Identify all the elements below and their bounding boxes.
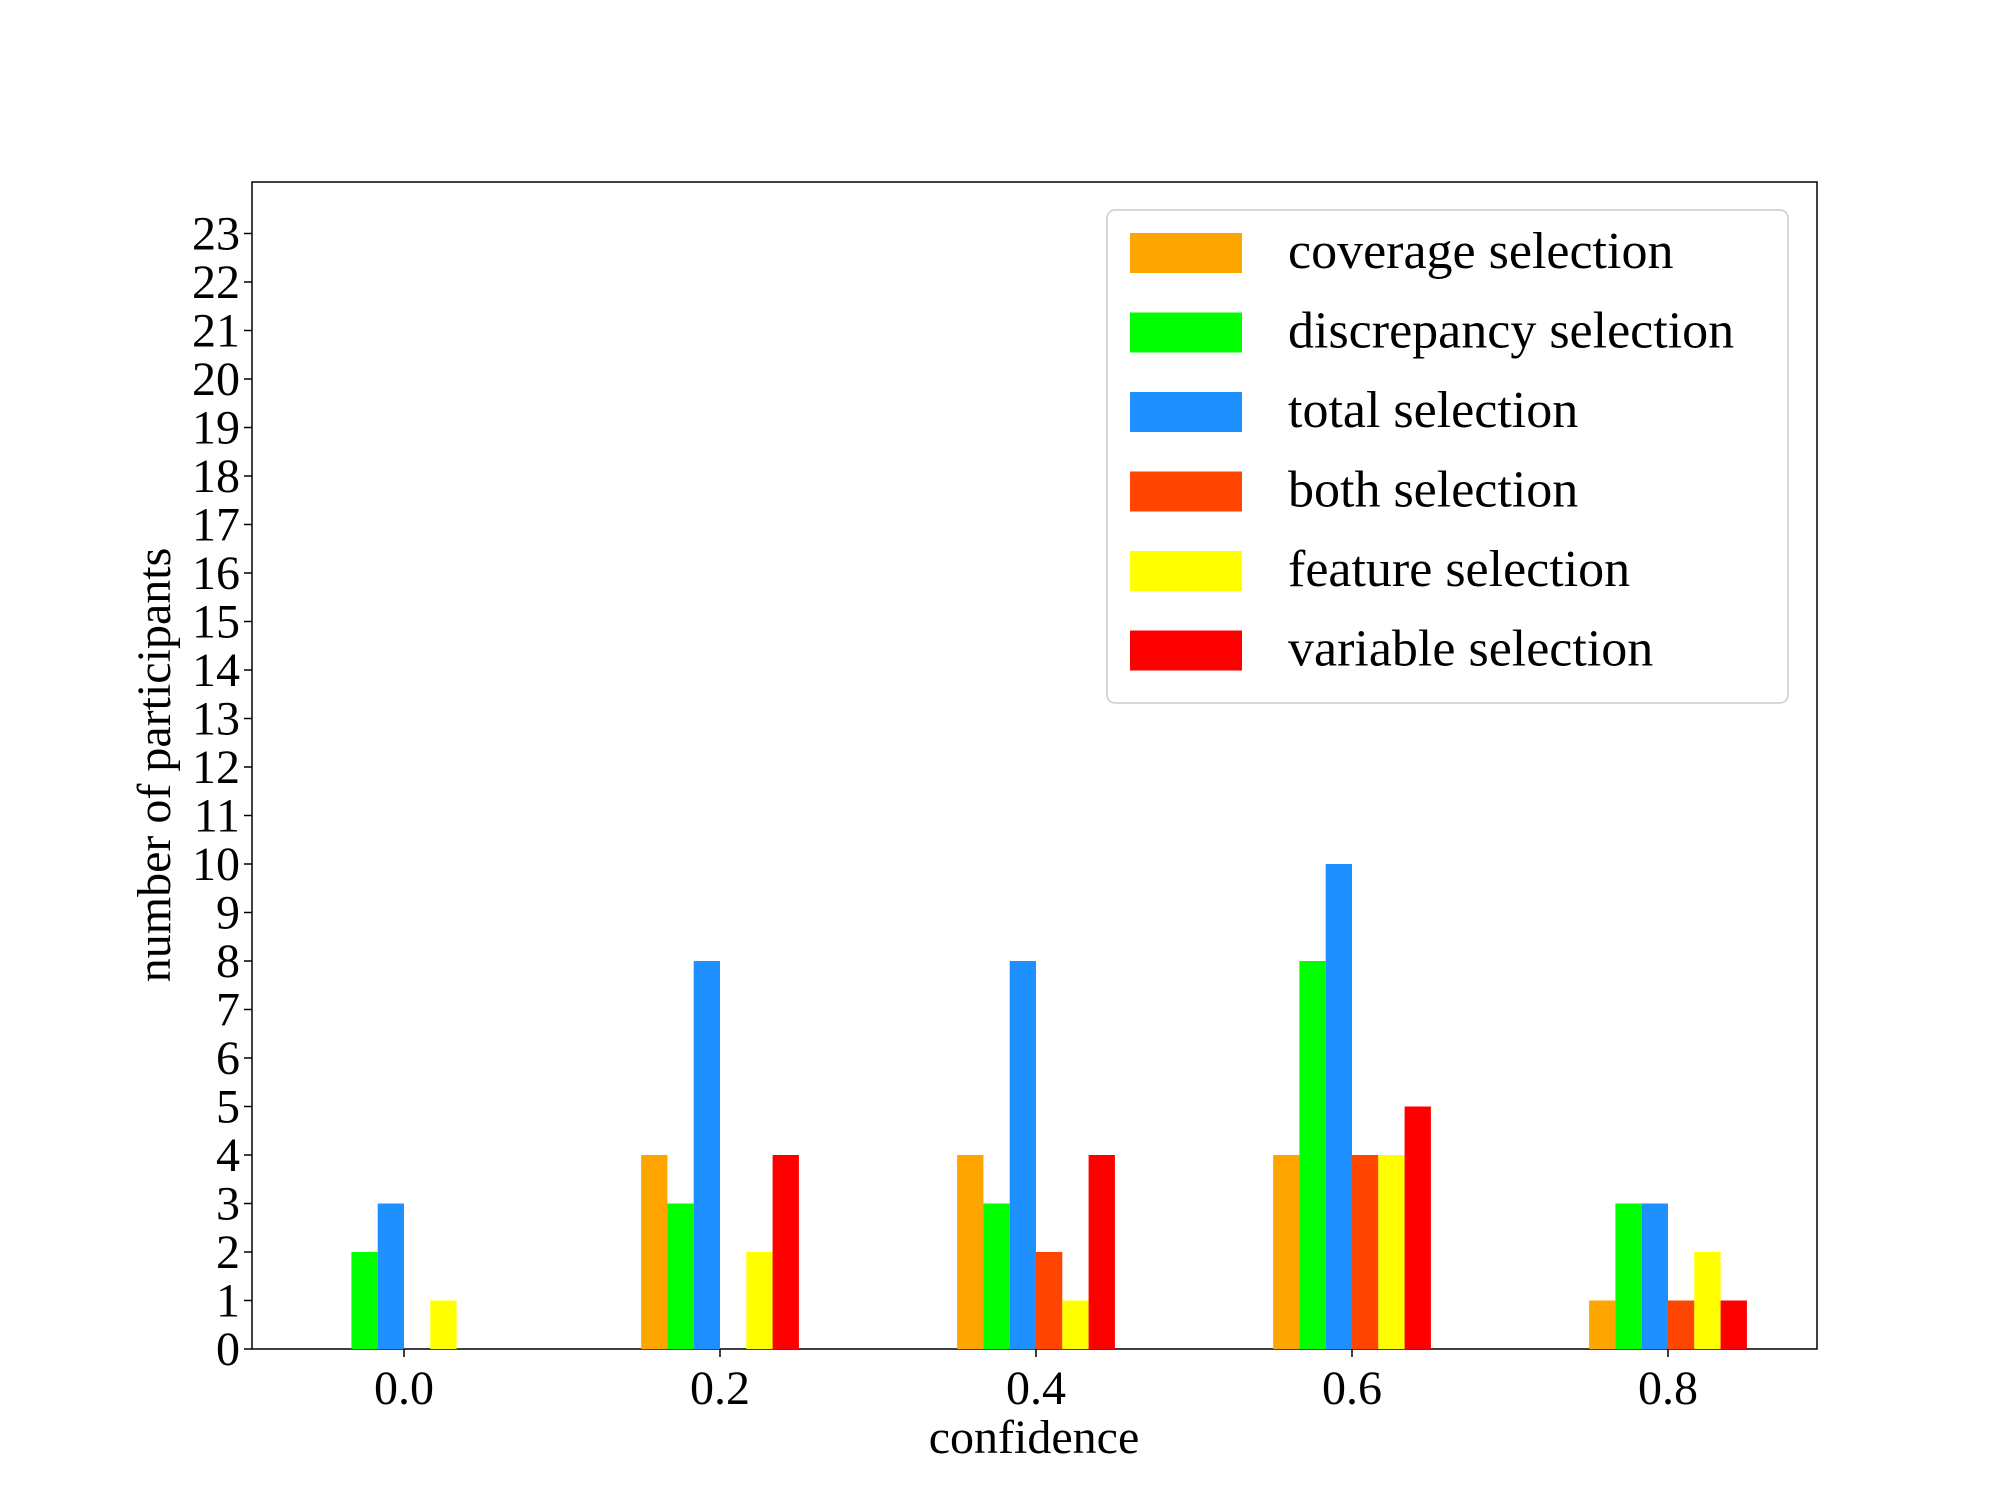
legend-label-variable-selection: variable selection [1288,621,1653,678]
legend-swatch-both-selection [1130,471,1242,512]
x-tick-label: 0.2 [690,1362,750,1415]
bar-feature-selection-0.6 [1378,1155,1405,1349]
y-tick-label: 6 [216,1032,240,1085]
y-tick-label: 5 [216,1081,240,1134]
legend-label-total-selection: total selection [1288,382,1578,439]
y-tick-label: 1 [216,1275,240,1328]
x-tick-label: 0.6 [1322,1362,1382,1415]
bar-discrepancy-selection-0.4 [983,1203,1010,1349]
y-tick-label: 16 [192,547,240,600]
legend-swatch-variable-selection [1130,630,1242,671]
y-axis-label: number of participants [128,548,181,983]
bar-feature-selection-0.4 [1062,1300,1089,1349]
y-tick-label: 20 [192,353,240,406]
y-tick-label: 17 [192,499,240,552]
bar-coverage-selection-0.4 [957,1155,984,1349]
legend-swatch-total-selection [1130,392,1242,432]
x-tick-label: 0.8 [1638,1362,1698,1415]
y-tick-label: 14 [192,644,240,697]
bar-discrepancy-selection-0.8 [1615,1203,1642,1349]
bar-coverage-selection-0.8 [1589,1300,1616,1349]
bar-discrepancy-selection-0.6 [1299,961,1326,1349]
bar-discrepancy-selection-0.0 [351,1252,378,1349]
legend-label-feature-selection: feature selection [1288,541,1630,598]
y-tick-label: 22 [192,256,240,309]
bar-feature-selection-0.2 [746,1252,773,1349]
y-tick-label: 21 [192,305,240,358]
bar-variable-selection-0.2 [772,1155,799,1349]
bar-both-selection-0.8 [1668,1300,1695,1349]
x-tick-label: 0.0 [374,1362,434,1415]
bar-total-selection-0.2 [693,961,720,1349]
y-tick-label: 9 [216,887,240,940]
y-tick-label: 19 [192,402,240,455]
y-tick-label: 12 [192,741,240,794]
bar-coverage-selection-0.2 [641,1155,668,1349]
legend-swatch-feature-selection [1130,551,1242,591]
bar-total-selection-0.0 [377,1203,404,1349]
y-tick-label: 8 [216,935,240,988]
bar-coverage-selection-0.6 [1273,1155,1300,1349]
legend-frame [1106,209,1789,704]
legend-label-discrepancy-selection: discrepancy selection [1288,303,1734,360]
legend-swatch-discrepancy-selection [1130,312,1242,353]
bar-total-selection-0.6 [1325,864,1352,1349]
bar-feature-selection-0.0 [430,1300,457,1349]
legend-label-both-selection: both selection [1288,462,1578,519]
y-tick-label: 10 [192,838,240,891]
y-tick-label: 13 [192,693,240,746]
bar-total-selection-0.4 [1009,961,1036,1349]
legend-label-coverage-selection: coverage selection [1288,223,1673,280]
x-tick-label: 0.4 [1006,1362,1066,1415]
bar-both-selection-0.4 [1036,1252,1063,1349]
x-axis: 0.0 0.2 0.4 0.6 0.8 [374,1349,1698,1415]
y-tick-label: 3 [216,1178,240,1231]
bar-feature-selection-0.8 [1694,1252,1721,1349]
y-tick-label: 18 [192,450,240,503]
x-axis-label: confidence [929,1411,1140,1464]
bar-total-selection-0.8 [1641,1203,1668,1349]
legend: coverage selection discrepancy selection t… [1106,209,1789,704]
bars-group [351,864,1747,1349]
y-tick-label: 23 [192,208,240,261]
y-tick-label: 4 [216,1129,240,1182]
bar-both-selection-0.6 [1352,1155,1379,1349]
bar-discrepancy-selection-0.2 [667,1203,694,1349]
y-tick-label: 15 [192,596,240,649]
y-tick-label: 7 [216,984,240,1037]
bar-variable-selection-0.6 [1404,1106,1431,1349]
y-tick-label: 2 [216,1226,240,1279]
y-tick-label: 11 [194,790,240,843]
bar-variable-selection-0.8 [1720,1300,1747,1349]
bar-variable-selection-0.4 [1088,1155,1115,1349]
legend-swatch-coverage-selection [1130,233,1242,273]
y-tick-label: 0 [216,1323,240,1376]
